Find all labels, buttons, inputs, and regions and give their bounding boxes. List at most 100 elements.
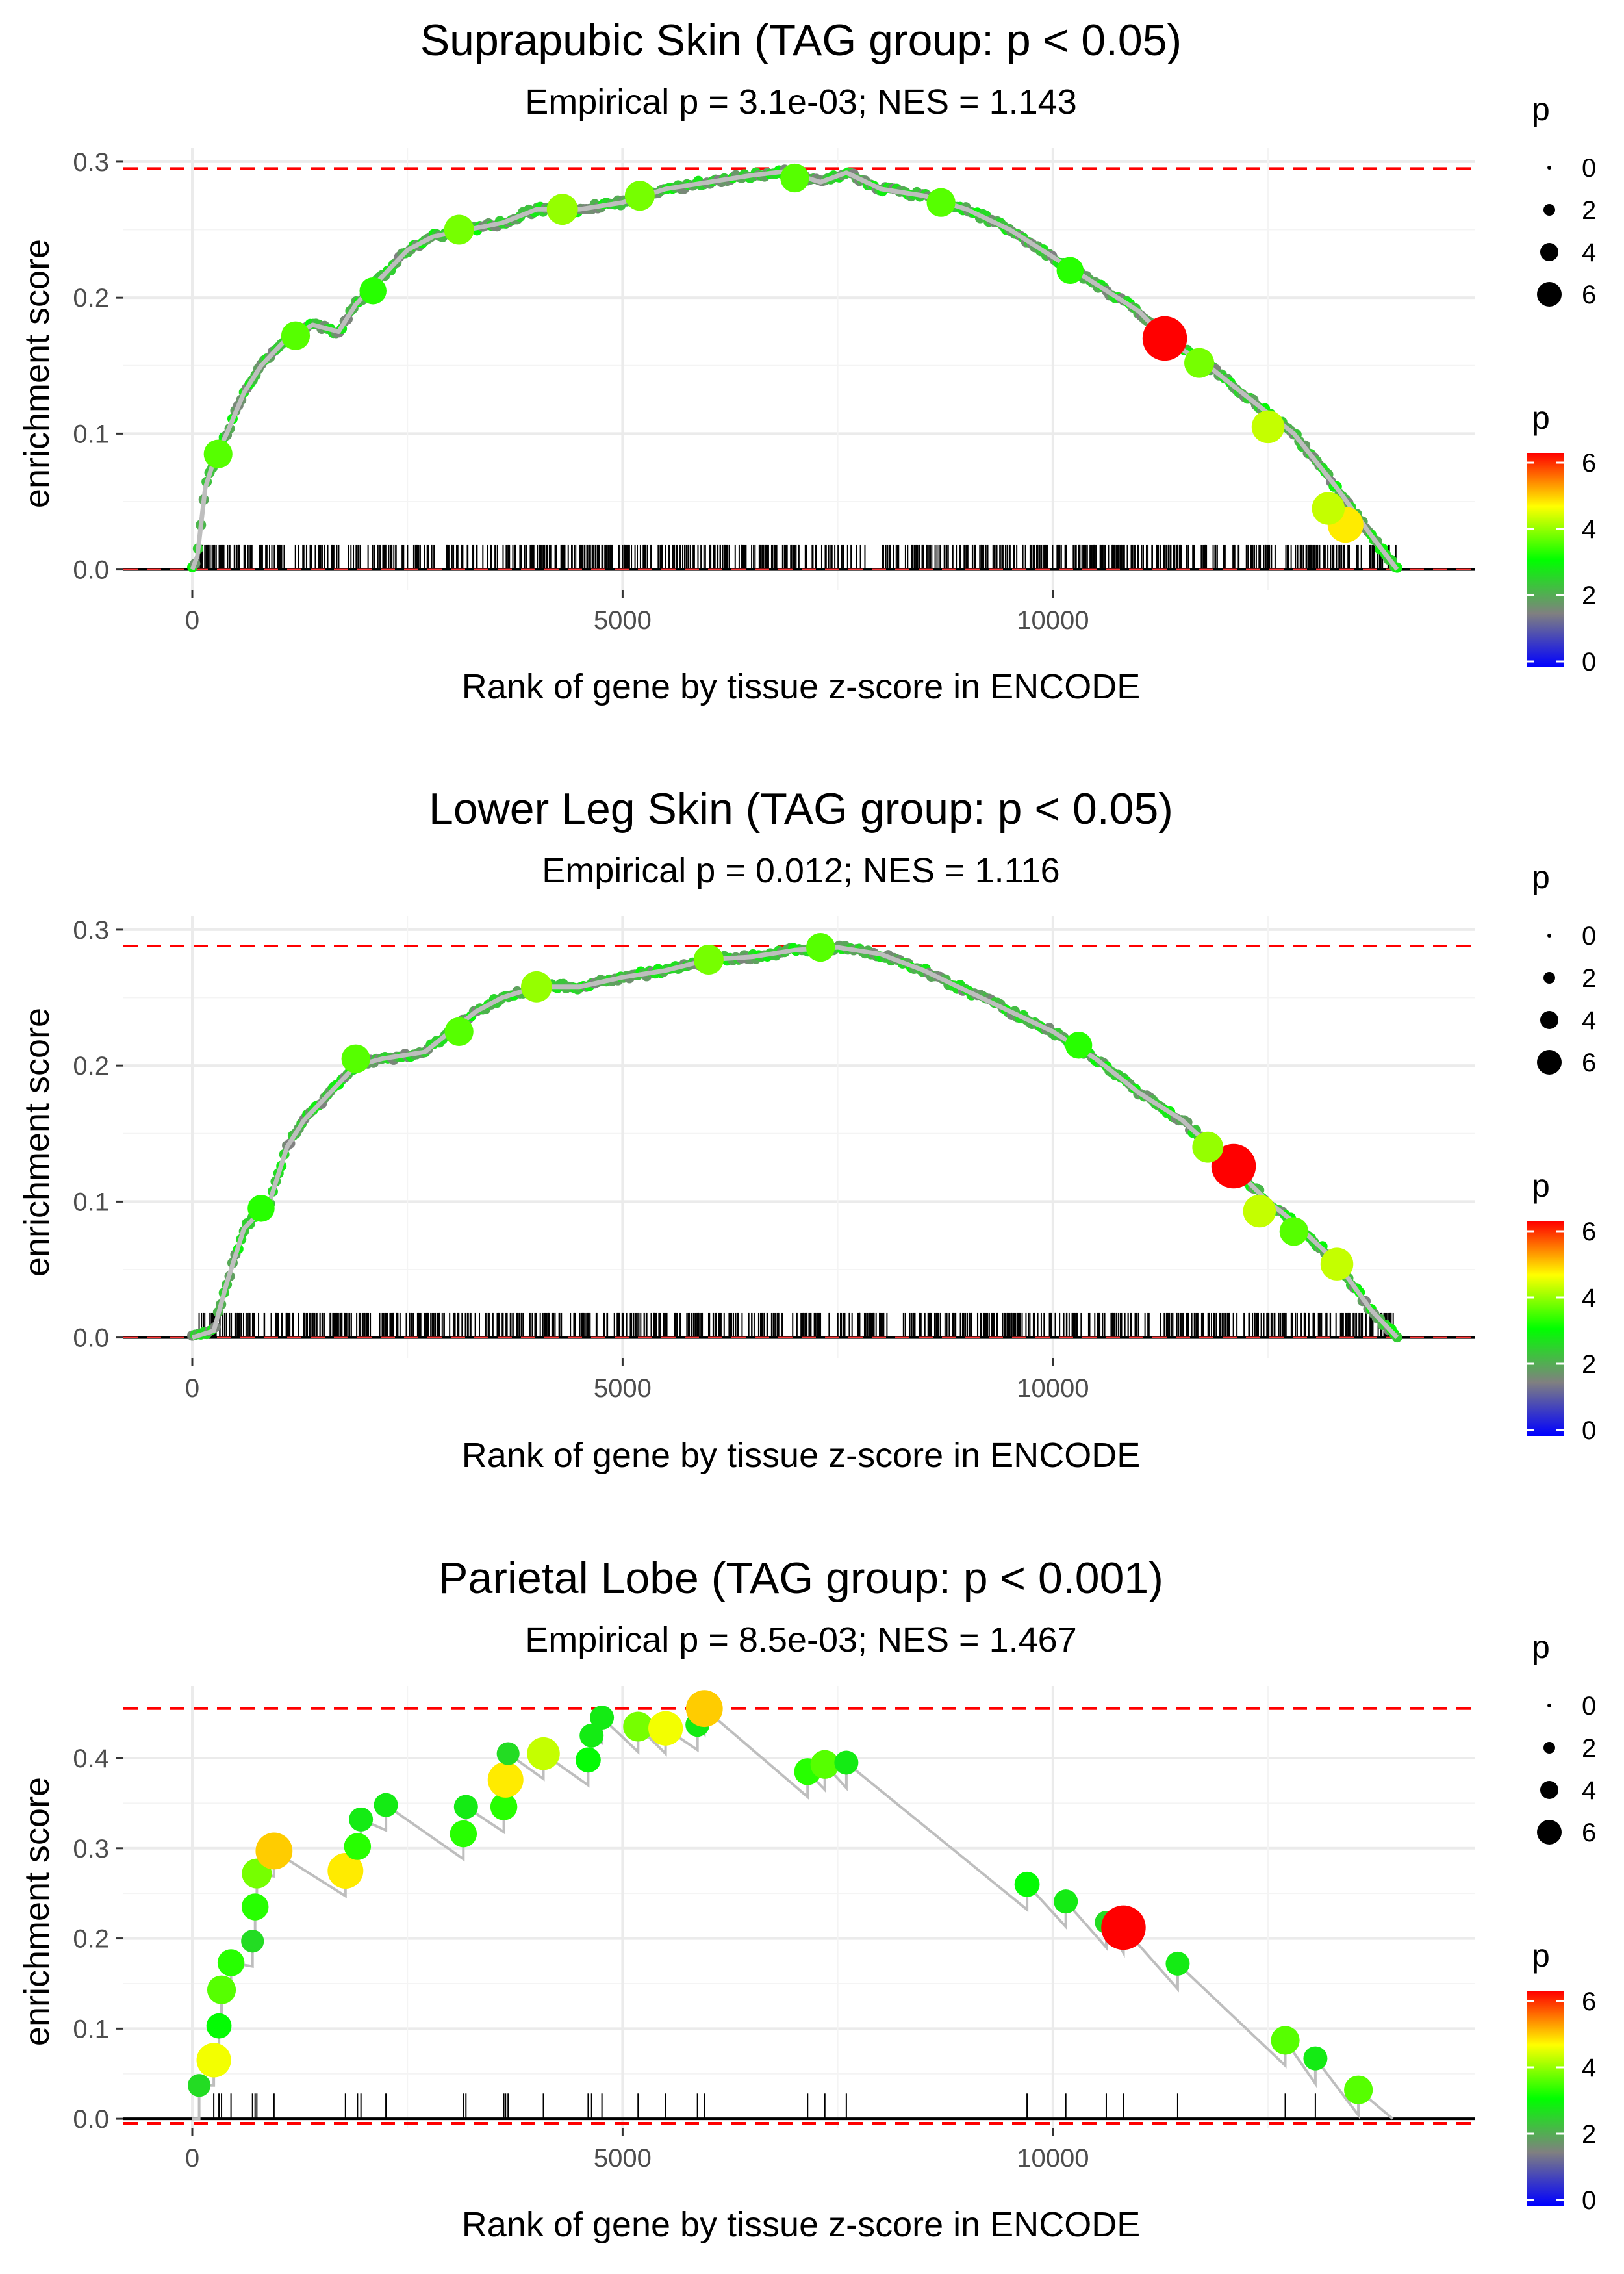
x-axis-title: Rank of gene by tissue z-score in ENCODE [462,667,1140,706]
gene-point [1054,1889,1078,1914]
color-legend-label: 2 [1582,1350,1596,1379]
color-bar-ticks [1527,2000,1564,2201]
gene-point [579,1723,604,1748]
panel-lower-leg-skin: Lower Leg Skin (TAG group: p < 0.05) Emp… [18,784,1596,1475]
size-legend-label: 6 [1582,281,1596,309]
y-tick-label: 0.0 [73,2105,109,2134]
color-legend: p 6 4 2 0 [1527,1937,1596,2215]
y-axis-ticks: 0.0 0.1 0.2 0.3 [73,148,123,585]
gene-point [1303,2046,1328,2071]
size-legend-key-2 [1543,1742,1555,1754]
y-tick-label: 0.2 [73,284,109,313]
size-legend-key-4 [1540,1781,1558,1799]
size-legend: p 0 2 4 6 [1532,1629,1596,1847]
gene-point [1184,348,1215,378]
color-bar-ticks [1527,1230,1564,1431]
size-legend-title: p [1532,859,1550,895]
gene-point [1142,316,1187,361]
color-legend-label: 0 [1582,2186,1596,2215]
size-legend-key-4 [1540,243,1558,261]
color-legend-label: 2 [1582,2120,1596,2149]
reference-lines [123,1707,1475,2125]
size-legend-label: 0 [1582,154,1596,183]
gene-point [217,1949,245,1976]
gene-rug [198,2093,1360,2119]
panel-subtitle: Empirical p = 3.1e-03; NES = 1.143 [525,83,1076,121]
color-legend-label: 6 [1582,1218,1596,1246]
panel-title: Lower Leg Skin (TAG group: p < 0.05) [429,784,1173,834]
gene-point [1312,492,1345,525]
gene-point [255,1832,293,1870]
size-legend-label: 4 [1582,1776,1596,1805]
gene-point [1251,410,1285,444]
color-bar [1527,453,1564,667]
gene-point [1056,257,1084,285]
y-tick-label: 0.1 [73,1188,109,1216]
panel-title: Parietal Lobe (TAG group: p < 0.001) [438,1553,1163,1603]
color-legend-label: 4 [1582,1284,1596,1312]
gene-point [247,1195,275,1222]
size-legend-title: p [1532,1629,1550,1665]
size-legend-key-0 [1547,166,1551,170]
panel-parietal-lobe: Parietal Lobe (TAG group: p < 0.001) Emp… [18,1553,1596,2244]
color-legend-label: 6 [1582,1987,1596,2016]
y-tick-label: 0.3 [73,1835,109,1863]
enrichment-path [191,945,1399,1340]
y-tick-label: 0.0 [73,556,109,585]
size-legend-label: 0 [1582,922,1596,951]
gene-point [1165,1951,1190,1976]
gene-points [187,1690,1373,2104]
gene-point [806,933,835,962]
gene-point [527,1737,560,1770]
gene-point [1344,2075,1373,2104]
gene-rug [197,544,1397,570]
gene-point [1065,1032,1093,1059]
color-bar [1527,1221,1564,1436]
gene-point [327,1852,364,1889]
size-legend-label: 6 [1582,1819,1596,1847]
gene-point [203,439,233,468]
size-legend-key-6 [1537,282,1562,307]
x-tick-label: 5000 [594,2144,652,2173]
gene-point [576,1747,601,1773]
y-axis-title: enrichment score [18,239,57,508]
x-axis-ticks: 0 5000 10000 [185,2128,1089,2173]
color-legend-title: p [1532,400,1550,436]
grid-lines [123,1686,1475,2128]
y-tick-label: 0.2 [73,1052,109,1080]
y-axis-title: enrichment score [18,1777,57,2046]
gene-point [196,2043,231,2078]
y-tick-label: 0.1 [73,420,109,448]
gene-point [693,944,724,975]
size-legend: p 0 2 4 6 [1532,91,1596,309]
color-legend-label: 0 [1582,1416,1596,1445]
gene-point [521,971,552,1003]
gene-point [444,1017,474,1046]
size-legend-key-6 [1537,1050,1562,1075]
gene-point [834,1750,859,1775]
gene-point [496,1742,520,1765]
color-legend-label: 4 [1582,515,1596,544]
size-legend-label: 6 [1582,1049,1596,1077]
size-legend-key-2 [1543,204,1555,216]
gene-point [490,1793,518,1820]
size-legend-title: p [1532,91,1550,127]
gene-point [349,1807,374,1832]
grid-lines [123,148,1475,590]
panel-subtitle: Empirical p = 8.5e-03; NES = 1.467 [525,1620,1076,1659]
size-legend-label: 2 [1582,196,1596,225]
reference-lines [123,167,1475,571]
gene-point [450,1820,477,1848]
gene-point [1211,1143,1256,1189]
size-legend-key-0 [1547,934,1551,938]
y-axis-ticks: 0.0 0.1 0.2 0.3 [73,916,123,1353]
x-tick-label: 0 [185,606,199,635]
gene-point [1320,1247,1354,1281]
size-legend-label: 2 [1582,964,1596,993]
x-tick-label: 5000 [594,606,652,635]
panel-subtitle: Empirical p = 0.012; NES = 1.116 [542,851,1059,890]
size-legend-key-2 [1543,972,1555,984]
gene-point [444,214,474,245]
x-axis-title: Rank of gene by tissue z-score in ENCODE [462,2205,1140,2244]
